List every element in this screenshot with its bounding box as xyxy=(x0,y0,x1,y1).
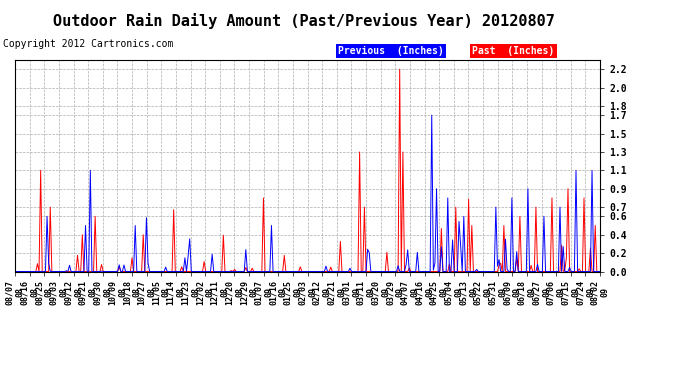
Text: 11/14
08: 11/14 08 xyxy=(166,280,186,305)
Text: 10/09
08: 10/09 08 xyxy=(108,280,127,305)
Text: Outdoor Rain Daily Amount (Past/Previous Year) 20120807: Outdoor Rain Daily Amount (Past/Previous… xyxy=(52,13,555,29)
Text: 09/30
08: 09/30 08 xyxy=(93,280,112,305)
Text: 08/02
09: 08/02 09 xyxy=(591,280,610,305)
Text: 04/07
09: 04/07 09 xyxy=(400,280,420,305)
Text: 06/18
09: 06/18 09 xyxy=(518,280,537,305)
Text: 02/21
09: 02/21 09 xyxy=(327,280,346,305)
Text: 07/24
09: 07/24 09 xyxy=(575,280,595,305)
Text: 06/09
09: 06/09 09 xyxy=(502,280,522,305)
Text: 05/22
09: 05/22 09 xyxy=(473,280,493,305)
Text: 01/16
09: 01/16 09 xyxy=(268,280,288,305)
Text: Copyright 2012 Cartronics.com: Copyright 2012 Cartronics.com xyxy=(3,39,174,50)
Text: 02/03
09: 02/03 09 xyxy=(298,280,317,305)
Text: 08/07
08: 08/07 08 xyxy=(6,280,25,305)
Text: 01/25
09: 01/25 09 xyxy=(283,280,303,305)
Text: 09/21
08: 09/21 08 xyxy=(79,280,98,305)
Text: 09/12
08: 09/12 08 xyxy=(63,280,83,305)
Text: 12/20
08: 12/20 08 xyxy=(225,280,244,305)
Text: Past  (Inches): Past (Inches) xyxy=(473,46,555,56)
Text: 06/27
09: 06/27 09 xyxy=(532,280,551,305)
Text: 03/29
09: 03/29 09 xyxy=(386,280,405,305)
Text: 08/25
08: 08/25 08 xyxy=(34,280,54,305)
Text: 12/02
08: 12/02 08 xyxy=(195,280,215,305)
Text: 03/01
09: 03/01 09 xyxy=(342,280,361,305)
Text: 10/27
08: 10/27 08 xyxy=(137,280,157,305)
Text: 04/16
09: 04/16 09 xyxy=(415,280,434,305)
Text: 03/11
09: 03/11 09 xyxy=(356,280,376,305)
Text: 11/23
08: 11/23 08 xyxy=(181,280,200,305)
Text: 05/04
09: 05/04 09 xyxy=(444,280,464,305)
Text: 08/16
08: 08/16 08 xyxy=(20,280,39,305)
Text: 07/06
09: 07/06 09 xyxy=(546,280,566,305)
Text: Previous  (Inches): Previous (Inches) xyxy=(338,46,444,56)
Text: 05/13
09: 05/13 09 xyxy=(459,280,478,305)
Text: 12/11
08: 12/11 08 xyxy=(210,280,230,305)
Text: 05/31
09: 05/31 09 xyxy=(488,280,507,305)
Text: 01/07
09: 01/07 09 xyxy=(254,280,273,305)
Text: 09/03
08: 09/03 08 xyxy=(49,280,68,305)
Text: 03/20
09: 03/20 09 xyxy=(371,280,391,305)
Text: 12/29
08: 12/29 08 xyxy=(239,280,259,305)
Text: 11/05
08: 11/05 08 xyxy=(152,280,171,305)
Text: 07/15
09: 07/15 09 xyxy=(561,280,580,305)
Text: 10/18
08: 10/18 08 xyxy=(122,280,141,305)
Text: 04/25
09: 04/25 09 xyxy=(429,280,449,305)
Text: 02/12
09: 02/12 09 xyxy=(313,280,332,305)
